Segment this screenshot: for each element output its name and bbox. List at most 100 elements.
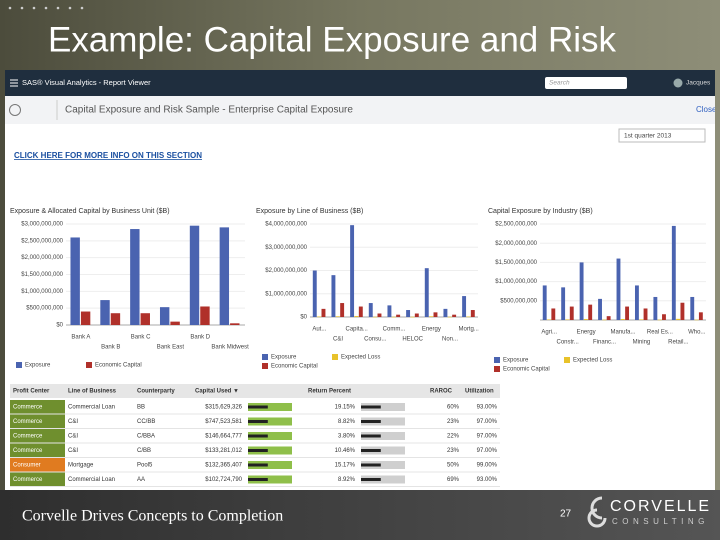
y-tick-label: $2,000,000,000	[21, 255, 63, 261]
legend-label: Economic Capital	[95, 363, 142, 369]
bullet-background	[361, 432, 405, 440]
table-cell: 22%	[447, 434, 460, 440]
dots	[8, 6, 84, 10]
profit-center-cell	[10, 458, 65, 472]
bar	[410, 316, 415, 318]
table-cell: 99.00%	[477, 463, 498, 469]
bar	[565, 319, 570, 321]
x-tick-label: Energy	[422, 327, 441, 333]
profit-center-cell	[10, 443, 65, 457]
x-tick-label: C&I	[333, 337, 343, 343]
legend-label: Expected Loss	[341, 355, 380, 361]
y-tick-label: $1,000,000,000	[495, 279, 537, 285]
table-cell: AA	[137, 477, 145, 483]
search-box[interactable]	[545, 77, 627, 89]
search-placeholder: Search	[549, 80, 570, 87]
bullet-background	[248, 417, 292, 426]
y-tick-label: $3,000,000,000	[21, 222, 63, 228]
table-cell: Consumer	[13, 463, 41, 469]
legend-swatch	[494, 357, 500, 363]
x-tick-label: Capita...	[345, 327, 368, 333]
table-cell: Commerce	[13, 434, 43, 440]
table-cell: Commerce	[13, 419, 43, 425]
bullet-background	[248, 446, 292, 455]
x-tick-label: Bank D	[190, 335, 210, 341]
table-cell: 10.46%	[335, 448, 356, 454]
table-cell: BB	[137, 405, 145, 411]
bullet-background	[361, 475, 405, 484]
x-tick-label: Mining	[633, 340, 651, 346]
bar	[583, 319, 588, 320]
bar	[100, 300, 110, 325]
bar	[671, 225, 676, 320]
menu-icon[interactable]	[10, 79, 18, 87]
bar	[130, 229, 140, 325]
bar	[358, 306, 363, 317]
table-cell: C&I	[68, 419, 78, 425]
bullet-bar	[248, 463, 268, 467]
bullet-bar	[361, 434, 381, 438]
bar	[140, 313, 150, 325]
bar	[159, 307, 170, 325]
legend-label: Economic Capital	[503, 367, 550, 373]
bar	[551, 308, 556, 320]
bar	[462, 296, 467, 317]
legend-label: Expected Loss	[573, 358, 612, 364]
bullet-bar	[361, 405, 381, 409]
bar	[653, 296, 658, 320]
x-tick-label: Bank C	[131, 335, 151, 341]
bar	[588, 304, 593, 320]
bar	[694, 319, 699, 321]
app-name: SAS® Visual Analytics - Report Viewer	[22, 78, 151, 87]
bar	[321, 308, 326, 317]
bar	[406, 310, 411, 317]
app-background	[5, 70, 715, 490]
table-cell: $132,365,407	[205, 463, 242, 469]
bar	[189, 225, 200, 325]
column-header: Profit Center	[13, 389, 50, 395]
back-button[interactable]	[9, 104, 21, 116]
profit-center-cell	[10, 472, 65, 486]
table-cell: 97.00%	[477, 419, 498, 425]
x-tick-label: Manufa...	[610, 330, 635, 336]
user-icon[interactable]	[673, 78, 683, 88]
profit-center-cell	[10, 400, 65, 414]
bar	[396, 314, 401, 317]
profit-center-cell	[10, 429, 65, 443]
table-cell: 3.80%	[338, 434, 356, 440]
x-tick-label: Real Es...	[647, 330, 673, 336]
bullet-bar	[248, 449, 268, 452]
bar	[312, 270, 317, 317]
bar	[680, 302, 685, 320]
chart-title: Exposure & Allocated Capital by Business…	[10, 208, 170, 215]
y-tick-label: $2,000,000,000	[495, 241, 537, 247]
legend-label: Exposure	[25, 363, 51, 369]
bullet-bar	[248, 434, 268, 438]
bullet-background	[248, 403, 292, 411]
x-tick-label: Bank A	[71, 335, 90, 341]
table-cell: C&I	[68, 448, 78, 454]
bullet-background	[361, 461, 405, 469]
period-dropdown[interactable]	[618, 128, 706, 143]
column-header: Utilization	[465, 389, 494, 395]
info-link[interactable]: CLICK HERE FOR MORE INFO ON THIS SECTION	[14, 151, 202, 160]
x-tick-label: Bank Midwest	[211, 345, 249, 351]
table-cell: C&I	[68, 434, 78, 440]
bar	[447, 316, 452, 318]
y-tick-label: $4,000,000,000	[265, 222, 307, 228]
screenshot: SAS® Visual Analytics - Report Viewer Se…	[5, 70, 717, 490]
bar	[350, 225, 355, 317]
bar	[690, 296, 695, 320]
close-button[interactable]: Close	[696, 105, 717, 114]
table-cell: $133,281,012	[205, 448, 242, 454]
table-cell: 15.17%	[335, 463, 356, 469]
table-cell: 97.00%	[477, 448, 498, 454]
bar	[387, 305, 392, 317]
bar	[579, 262, 584, 320]
bar	[620, 319, 625, 320]
legend-swatch	[494, 366, 500, 372]
bar	[429, 316, 434, 317]
bar	[331, 275, 336, 317]
table-cell: $747,523,581	[205, 419, 242, 425]
bar	[377, 313, 382, 317]
